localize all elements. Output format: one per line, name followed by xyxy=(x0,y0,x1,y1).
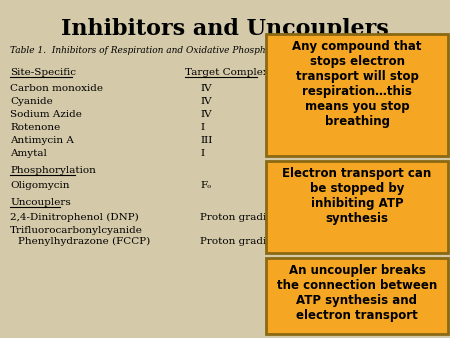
Text: Phenylhydrazone (FCCP): Phenylhydrazone (FCCP) xyxy=(18,237,150,246)
Text: Oligomycin: Oligomycin xyxy=(10,181,69,190)
Text: Antimycin A: Antimycin A xyxy=(10,136,74,145)
Text: Proton gradient: Proton gradient xyxy=(200,213,284,222)
Text: Any compound that
stops electron
transport will stop
respiration…this
means you : Any compound that stops electron transpo… xyxy=(292,40,422,128)
Text: I: I xyxy=(200,123,204,132)
Text: Site-Specific: Site-Specific xyxy=(10,68,76,77)
Text: Amytal: Amytal xyxy=(10,149,47,158)
Text: I: I xyxy=(200,149,204,158)
FancyBboxPatch shape xyxy=(266,258,448,334)
Text: Target Complex: Target Complex xyxy=(185,68,269,77)
Text: Phosphorylation: Phosphorylation xyxy=(10,166,96,175)
Text: IV: IV xyxy=(200,110,212,119)
Text: Uncouplers: Uncouplers xyxy=(10,198,71,207)
Text: Cyanide: Cyanide xyxy=(10,97,53,106)
Text: Table 1.  Inhibitors of Respiration and Oxidative Phosphory: Table 1. Inhibitors of Respiration and O… xyxy=(10,46,280,55)
FancyBboxPatch shape xyxy=(266,161,448,253)
Text: Trifluorocarbonylcyanide: Trifluorocarbonylcyanide xyxy=(10,226,143,235)
Text: Fₒ: Fₒ xyxy=(200,181,211,190)
Text: IV: IV xyxy=(200,84,212,93)
Text: Sodium Azide: Sodium Azide xyxy=(10,110,82,119)
Text: 2,4-Dinitrophenol (DNP): 2,4-Dinitrophenol (DNP) xyxy=(10,213,139,222)
Text: Proton gradient: Proton gradient xyxy=(200,237,284,246)
Text: Rotenone: Rotenone xyxy=(10,123,60,132)
FancyBboxPatch shape xyxy=(266,34,448,156)
Text: III: III xyxy=(200,136,212,145)
Text: Electron transport can
be stopped by
inhibiting ATP
synthesis: Electron transport can be stopped by inh… xyxy=(283,167,432,225)
Text: IV: IV xyxy=(200,97,212,106)
Text: Carbon monoxide: Carbon monoxide xyxy=(10,84,103,93)
Text: An uncoupler breaks
the connection between
ATP synthesis and
electron transport: An uncoupler breaks the connection betwe… xyxy=(277,264,437,322)
Text: Inhibitors and Uncouplers: Inhibitors and Uncouplers xyxy=(61,18,389,40)
